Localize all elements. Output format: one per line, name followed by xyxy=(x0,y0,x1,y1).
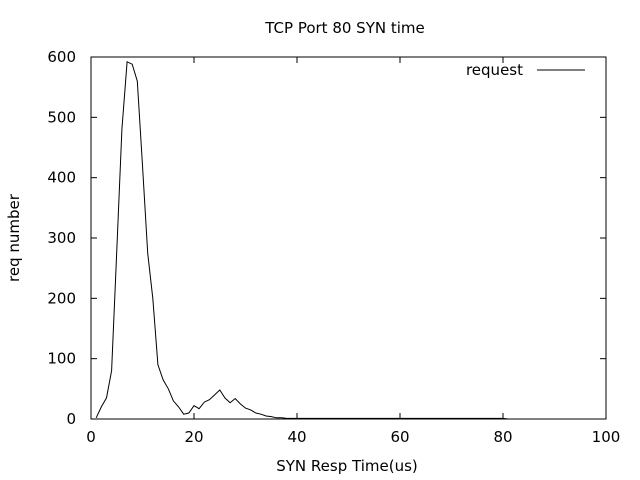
x-axis-label: SYN Resp Time(us) xyxy=(276,457,418,475)
y-tick-label: 600 xyxy=(47,48,76,66)
x-tick-label: 0 xyxy=(86,428,96,446)
legend: request xyxy=(466,61,585,79)
y-tick-label: 400 xyxy=(47,169,76,187)
chart-title: TCP Port 80 SYN time xyxy=(264,19,425,37)
x-tick-label: 80 xyxy=(493,428,512,446)
plot-frame xyxy=(90,56,607,420)
y-tick-labels: 0 100 200 300 400 500 600 xyxy=(47,48,76,428)
x-tick-label: 40 xyxy=(287,428,306,446)
x-tick-label: 100 xyxy=(592,428,621,446)
y-tick-label: 200 xyxy=(47,289,76,307)
x-tick-labels: 0 20 40 60 80 100 xyxy=(86,428,620,446)
legend-label: request xyxy=(466,61,523,79)
axis-ticks xyxy=(90,56,607,420)
series-line-request xyxy=(95,61,509,420)
x-tick-label: 20 xyxy=(184,428,203,446)
x-tick-label: 60 xyxy=(390,428,409,446)
y-tick-label: 500 xyxy=(47,108,76,126)
y-tick-label: 0 xyxy=(66,410,76,428)
y-tick-label: 300 xyxy=(47,229,76,247)
y-tick-label: 100 xyxy=(47,350,76,368)
y-axis-label: req number xyxy=(5,193,23,282)
